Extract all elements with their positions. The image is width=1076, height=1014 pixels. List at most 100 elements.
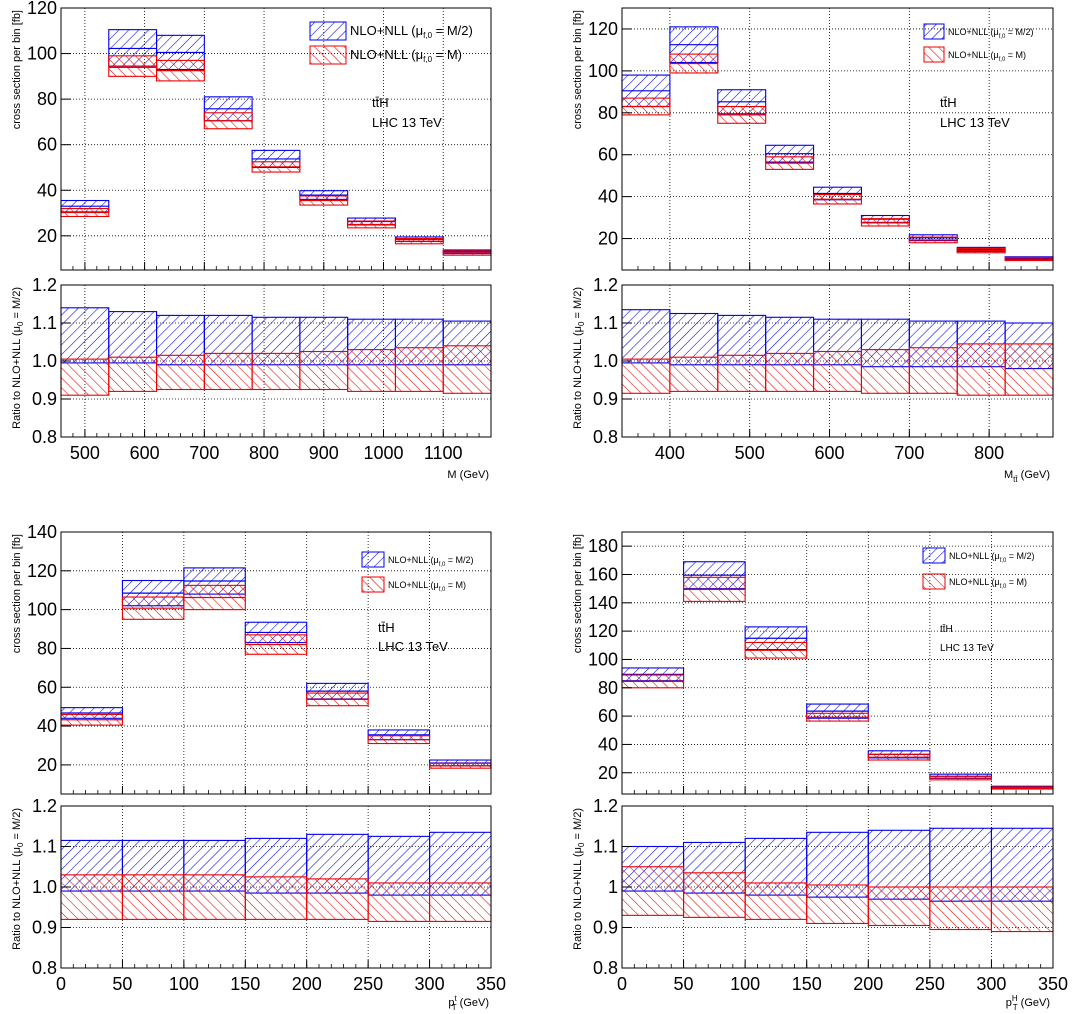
ratio-band-red [251, 352, 301, 391]
series-red-band [621, 576, 1054, 933]
y-tick-label-top: 80 [598, 678, 618, 698]
ratio-band-red [621, 866, 685, 916]
legend: NLO+NLL (μf,0 = M/2) NLO+NLL (μf,0 = M) [922, 547, 1035, 590]
y-tick-label-ratio: 0.8 [593, 427, 618, 447]
legend-label-red: NLO+NLL (μf,0 = M) [388, 580, 466, 593]
y-axis-title-top: cross section per bin [fb] [11, 10, 23, 129]
x-tick-label: 250 [915, 974, 945, 994]
ratio-band-red [442, 345, 492, 394]
y-tick-label-ratio: 1.0 [593, 351, 618, 371]
energy-label: LHC 13 TeV [378, 639, 448, 654]
process-label: tt̄H [378, 620, 395, 635]
y-tick-label-top: 20 [598, 229, 618, 249]
ratio-band-red [429, 882, 492, 922]
x-tick-label: 600 [130, 443, 160, 463]
x-axis-title: M (GeV) [447, 469, 489, 481]
y-tick-label-top: 20 [598, 763, 618, 783]
ratio-band-red [621, 358, 671, 394]
series-red-band [60, 55, 492, 396]
chart-panel-bottom-left: 0 50 100 150 200 250 300 350 20 40 60 80 100 120 140 0.… [11, 522, 506, 1012]
y-tick-label-ratio: 1.2 [32, 275, 57, 295]
x-tick-label: 500 [70, 443, 100, 463]
y-tick-label-ratio: 1.2 [32, 796, 57, 816]
legend-swatch-red [923, 46, 945, 63]
plot-frame-top [621, 531, 1054, 795]
y-axis-title-ratio: Ratio to NLO+NLL (μ0 = M/2) [572, 808, 586, 950]
x-tick-label: 0 [56, 974, 66, 994]
x-tick-label: 200 [853, 974, 883, 994]
x-tick-label: 600 [814, 443, 844, 463]
legend-label-blue: NLO+NLL (μf,0 = M/2) [949, 551, 1035, 564]
y-tick-label-ratio: 1.1 [593, 313, 618, 333]
x-tick-label: 350 [1038, 974, 1068, 994]
legend-swatch-red [361, 576, 385, 593]
legend-label-red: NLO+NLL (μf,0 = M) [948, 50, 1026, 63]
ratio-band-red [244, 876, 308, 920]
x-tick-label: 700 [894, 443, 924, 463]
chart-panel-bottom-right: 0 50 100 150 200 250 300 350 20 40 60 80 100 120 140 16… [572, 531, 1068, 1012]
ratio-band-red [347, 349, 396, 392]
ratio-band-red [956, 343, 1006, 396]
y-tick-label-ratio: 1.1 [32, 313, 57, 333]
y-tick-label-ratio: 0.9 [32, 389, 57, 409]
y-tick-label-top: 120 [588, 19, 618, 39]
y-tick-label-top: 100 [27, 44, 57, 64]
x-tick-label: 300 [415, 974, 445, 994]
series-red-band [621, 53, 1054, 396]
x-tick-label: 800 [249, 443, 279, 463]
ratio-band-red [306, 878, 369, 920]
y-tick-label-ratio: 0.9 [593, 389, 618, 409]
plot-frame-top [621, 7, 1054, 271]
ratio-band-red [60, 874, 123, 920]
x-tick-label: 700 [189, 443, 219, 463]
y-tick-label-ratio: 1.0 [32, 351, 57, 371]
x-tick-label: 50 [112, 974, 132, 994]
plot-frame-top [60, 531, 492, 795]
legend: NLO+NLL (μf,0 = M/2) NLO+NLL (μf,0 = M) [923, 23, 1034, 63]
ratio-band-red [669, 356, 719, 392]
x-tick-label: 1000 [363, 443, 403, 463]
y-tick-label-top: 100 [588, 61, 618, 81]
y-tick-label-top: 140 [27, 522, 57, 542]
y-axis-title-ratio: Ratio to NLO+NLL (μ0 = M/2) [11, 808, 25, 950]
y-tick-label-top: 40 [37, 716, 57, 736]
y-tick-label-top: 180 [588, 536, 618, 556]
y-tick-label-top: 20 [37, 226, 57, 246]
ratio-band-red [108, 356, 158, 392]
chart-panel-top-right: 400 500 600 700 800 20 40 60 80 100 120 0.8 0.9 1.0 1.… [572, 7, 1054, 484]
x-tick-label: 250 [353, 974, 383, 994]
y-tick-label-ratio: 1.1 [593, 837, 618, 857]
axis-ticks: 400 500 600 700 800 20 40 60 80 100 120 0.8 0.9 1.0 1.… [588, 19, 1054, 463]
x-tick-label: 150 [792, 974, 822, 994]
x-tick-label: 1100 [424, 443, 463, 463]
ratio-band-red [367, 882, 431, 922]
y-tick-label-ratio: 0.8 [593, 958, 618, 978]
x-tick-label: 800 [974, 443, 1004, 463]
y-tick-label-ratio: 1.0 [32, 877, 57, 897]
ratio-band-blue [621, 309, 671, 364]
y-tick-label-top: 140 [588, 593, 618, 613]
x-axis-title: pH T (GeV) [1006, 994, 1050, 1012]
x-tick-label: 350 [476, 974, 506, 994]
y-tick-label-top: 60 [598, 145, 618, 165]
y-tick-label-top: 160 [588, 564, 618, 584]
x-tick-label: 500 [735, 443, 765, 463]
legend-swatch-blue [361, 551, 385, 568]
ratio-band-red [744, 882, 808, 920]
ratio-band-red [121, 874, 185, 920]
ratio-band-red [156, 354, 205, 391]
axis-ticks: 0 50 100 150 200 250 300 350 20 40 60 80 100 120 140 16… [588, 536, 1068, 994]
y-axis-title-ratio: Ratio to NLO+NLL (μ0 = M/2) [11, 287, 25, 429]
y-axis-title-top: cross section per bin [fb] [11, 534, 23, 653]
x-tick-label: 400 [655, 443, 685, 463]
y-tick-label-top: 60 [598, 706, 618, 726]
legend-swatch-red [922, 573, 946, 590]
y-tick-label-top: 60 [37, 135, 57, 155]
ratio-band-red [860, 349, 910, 394]
ratio-band-red [929, 886, 992, 931]
ratio-band-red [60, 358, 110, 396]
ratio-band-blue [108, 311, 158, 364]
legend-label-blue: NLO+NLL (μf,0 = M/2) [388, 555, 474, 568]
legend: NLO+NLL (μf,0 = M/2) NLO+NLL (μf,0 = M) [309, 21, 473, 65]
